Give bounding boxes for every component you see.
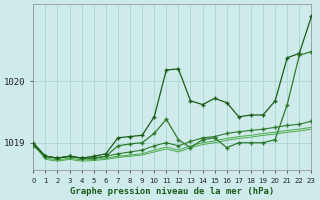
X-axis label: Graphe pression niveau de la mer (hPa): Graphe pression niveau de la mer (hPa) — [70, 187, 275, 196]
